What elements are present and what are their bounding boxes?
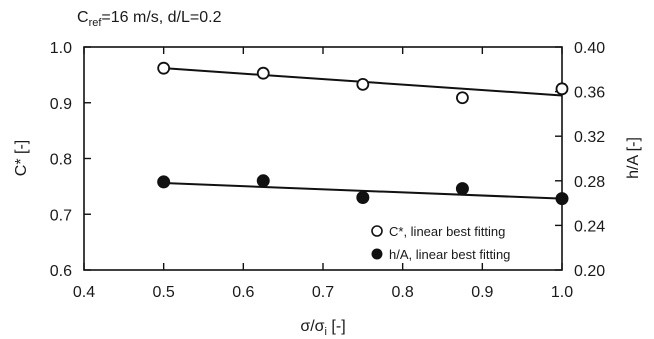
fit-line-ha	[163, 182, 563, 200]
legend-label-cstar: C*, linear best fitting	[389, 224, 505, 239]
x-tick-label: 0.9	[471, 284, 493, 301]
point-ha	[356, 191, 370, 205]
y-axis-right-label: h/A [-]	[625, 137, 642, 179]
x-tick-label: 0.6	[232, 284, 254, 301]
x-tick-label: 0.7	[312, 284, 334, 301]
point-cstar	[356, 77, 370, 91]
chart-annotation: Cref=16 m/s, d/L=0.2	[77, 9, 222, 29]
x-tick-label: 0.5	[153, 284, 175, 301]
y-right-tick-label: 0.20	[574, 263, 605, 280]
y-right-tick-label: 0.40	[574, 40, 605, 57]
legend-marker-open-circle	[371, 225, 383, 237]
y-left-tick-label: 0.7	[50, 207, 72, 224]
point-ha	[555, 192, 569, 206]
y-right-tick-label: 0.32	[574, 129, 605, 146]
point-cstar	[555, 82, 569, 96]
y-axis-right: 0.20 0.24 0.28 0.32 0.36 0.40	[555, 40, 605, 280]
legend-label-ha: h/A, linear best fitting	[389, 247, 510, 262]
y-axis-left: 0.6 0.7 0.8 0.9 1.0	[50, 40, 91, 280]
x-axis: 0.4 0.5 0.6 0.7 0.8 0.9 1.0	[73, 47, 573, 301]
x-tick-label: 1.0	[551, 284, 573, 301]
x-axis-label-main: σ/σ	[300, 318, 324, 335]
y-left-tick-label: 0.8	[50, 152, 72, 169]
y-axis-left-label: C* [-]	[13, 140, 30, 176]
x-tick-label: 0.8	[392, 284, 414, 301]
x-axis-label-sub: i	[325, 326, 327, 338]
point-cstar	[256, 66, 270, 80]
x-tick-label: 0.4	[73, 284, 95, 301]
point-cstar	[157, 61, 171, 75]
legend-marker-filled-circle	[371, 248, 383, 260]
point-ha	[455, 182, 469, 196]
y-right-tick-label: 0.36	[574, 85, 605, 102]
point-ha	[157, 175, 171, 189]
annotation-main: C	[77, 9, 89, 26]
annotation-rest: =16 m/s, d/L=0.2	[101, 9, 221, 26]
x-axis-label-rest: [-]	[327, 318, 346, 335]
data-points	[157, 61, 569, 206]
annotation-sub: ref	[89, 17, 103, 29]
legend: C*, linear best fitting h/A, linear best…	[371, 224, 510, 262]
y-right-tick-label: 0.24	[574, 218, 605, 235]
x-axis-label: σ/σi [-]	[300, 318, 345, 338]
y-right-tick-label: 0.28	[574, 174, 605, 191]
point-ha	[256, 174, 270, 188]
y-left-tick-label: 0.6	[50, 263, 72, 280]
y-left-tick-label: 1.0	[50, 40, 72, 57]
point-cstar	[456, 91, 469, 105]
y-left-tick-label: 0.9	[50, 96, 72, 113]
